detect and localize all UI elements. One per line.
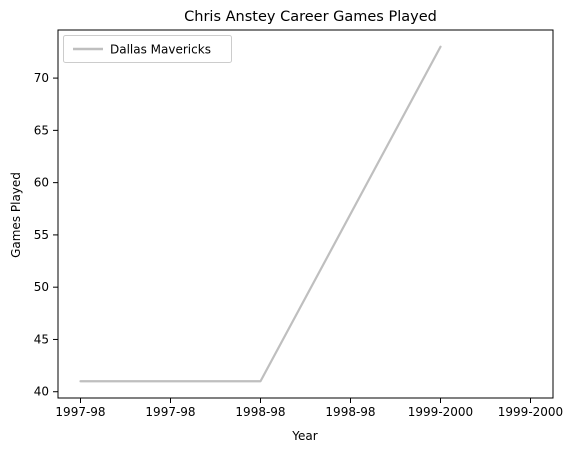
series-layer bbox=[79, 45, 442, 383]
legend: Dallas Mavericks bbox=[63, 35, 232, 63]
y-tick-label: 45 bbox=[34, 332, 49, 346]
x-tick-label: 1998-98 bbox=[325, 405, 375, 419]
plot-area bbox=[57, 29, 554, 399]
y-tick-label: 50 bbox=[34, 280, 49, 294]
y-tick-label: 60 bbox=[34, 176, 49, 190]
series-line-dallas-mavericks bbox=[79, 45, 442, 383]
y-tick-label: 65 bbox=[34, 123, 49, 137]
x-tick-label: 1999-2000 bbox=[408, 405, 473, 419]
y-axis-label: Games Played bbox=[9, 172, 23, 258]
y-tick-label: 70 bbox=[34, 71, 49, 85]
y-axis-ticks: 40 45 50 55 60 65 70 bbox=[34, 71, 58, 399]
x-tick-label: 1998-98 bbox=[235, 405, 285, 419]
y-tick-label: 55 bbox=[34, 228, 49, 242]
chart-title: Chris Anstey Career Games Played bbox=[184, 9, 437, 25]
y-tick-label: 40 bbox=[34, 385, 49, 399]
x-tick-label: 1997-98 bbox=[145, 405, 195, 419]
x-tick-label: 1997-98 bbox=[55, 405, 105, 419]
x-axis-ticks: 1997-98 1997-98 1998-98 1998-98 1999-2000 199… bbox=[55, 398, 563, 419]
x-axis-label: Year bbox=[291, 429, 317, 443]
legend-label: Dallas Mavericks bbox=[110, 43, 211, 57]
legend-box bbox=[63, 35, 232, 63]
plot-frame bbox=[57, 29, 554, 399]
x-tick-label: 1999-2000 bbox=[498, 405, 563, 419]
